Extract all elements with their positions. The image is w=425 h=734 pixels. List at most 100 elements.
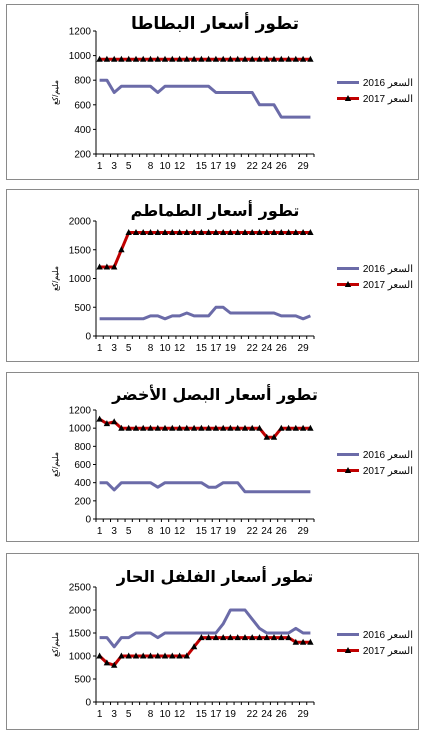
data-point xyxy=(176,652,183,659)
data-point xyxy=(147,652,154,659)
data-point xyxy=(132,424,140,431)
chart-title: تطور أسعار الفلفل الحار xyxy=(116,566,314,586)
x-tick-label: 12 xyxy=(174,161,186,172)
data-point xyxy=(190,643,198,650)
y-tick-label: 800 xyxy=(74,76,91,87)
x-tick-label: 3 xyxy=(111,161,117,172)
data-point xyxy=(161,424,169,431)
data-point xyxy=(190,229,198,235)
data-point xyxy=(220,229,227,235)
y-tick-label: 1000 xyxy=(69,424,92,435)
data-point xyxy=(125,229,132,235)
x-tick-label: 8 xyxy=(148,526,154,537)
data-point xyxy=(205,55,212,62)
data-point xyxy=(140,55,147,62)
data-point xyxy=(256,424,263,431)
data-point xyxy=(198,229,205,235)
data-point xyxy=(278,634,285,641)
legend-label: 2016 السعر xyxy=(363,630,413,641)
data-point xyxy=(205,634,212,641)
x-tick-label: 5 xyxy=(126,709,132,720)
data-point xyxy=(183,424,190,431)
data-point xyxy=(270,433,278,440)
legend-label: 2017 السعر xyxy=(363,646,413,657)
data-point xyxy=(161,652,169,659)
data-point xyxy=(278,55,285,62)
data-point xyxy=(103,420,111,427)
x-tick-label: 19 xyxy=(225,709,237,720)
data-point xyxy=(147,55,154,62)
data-point xyxy=(154,652,161,659)
data-point xyxy=(234,229,241,235)
legend-marker xyxy=(344,467,352,473)
chart-panel-green-onion: تطور أسعار البصل الأخضر مليم/كغ 0 200 400 600… xyxy=(6,372,419,542)
data-point xyxy=(299,229,307,235)
chart-panel-hot-pepper: تطور أسعار الفلفل الحار مليم/كغ 0 500 1000 15… xyxy=(6,553,419,730)
data-point xyxy=(111,661,118,668)
data-point xyxy=(249,634,256,641)
x-tick-label: 17 xyxy=(210,343,222,354)
data-point xyxy=(198,55,205,62)
data-point xyxy=(132,55,140,62)
x-tick-label: 1 xyxy=(97,161,103,172)
x-tick-label: 15 xyxy=(196,709,208,720)
y-tick-label: 2000 xyxy=(69,217,92,228)
data-point xyxy=(249,229,256,235)
data-point xyxy=(292,638,299,645)
x-tick-label: 8 xyxy=(148,161,154,172)
y-tick-label: 1200 xyxy=(69,27,92,38)
y-tick-label: 400 xyxy=(74,125,91,136)
data-point xyxy=(111,263,118,270)
data-point xyxy=(299,55,307,62)
x-tick-label: 24 xyxy=(261,343,273,354)
data-point xyxy=(103,263,111,270)
data-point xyxy=(125,55,132,62)
data-point xyxy=(256,229,263,235)
data-point xyxy=(183,55,190,62)
data-point xyxy=(307,55,314,62)
data-point xyxy=(111,418,118,425)
data-point xyxy=(132,652,140,659)
data-point xyxy=(118,55,125,62)
series-line-2017 xyxy=(98,636,311,667)
data-point xyxy=(118,652,125,659)
data-point xyxy=(256,55,263,62)
data-point xyxy=(241,229,249,235)
x-tick-label: 5 xyxy=(126,343,132,354)
data-point xyxy=(234,55,241,62)
data-point xyxy=(212,424,220,431)
y-tick-label: 0 xyxy=(85,698,91,709)
chart-svg: تطور أسعار البطاطا مليم/كغ 200 400 600 800 100… xyxy=(51,12,413,172)
x-tick-label: 8 xyxy=(148,343,154,354)
data-point xyxy=(140,652,147,659)
y-tick-label: 1200 xyxy=(69,406,92,417)
x-tick-label: 10 xyxy=(159,526,171,537)
data-point xyxy=(299,424,307,431)
y-tick-label: 1000 xyxy=(69,652,92,663)
data-point xyxy=(285,229,292,235)
legend-label: 2016 السعر xyxy=(363,264,413,275)
x-tick-label: 22 xyxy=(247,161,259,172)
y-axis-label: مليم/كغ xyxy=(51,632,60,657)
x-tick-label: 24 xyxy=(261,709,273,720)
series-line-2016 xyxy=(99,481,311,494)
data-point xyxy=(241,55,249,62)
data-point xyxy=(198,424,205,431)
x-tick-label: 26 xyxy=(276,343,288,354)
data-point xyxy=(96,55,103,62)
x-tick-label: 19 xyxy=(225,161,237,172)
data-point xyxy=(299,638,307,645)
y-tick-label: 200 xyxy=(74,496,91,507)
y-tick-label: 800 xyxy=(74,442,91,453)
data-point xyxy=(154,424,161,431)
data-point xyxy=(227,229,234,235)
data-point xyxy=(278,424,285,431)
legend-marker xyxy=(344,647,352,653)
y-tick-label: 2000 xyxy=(69,606,92,617)
y-axis-label: مليم/كغ xyxy=(51,80,60,105)
data-point xyxy=(256,634,263,641)
x-tick-label: 26 xyxy=(276,161,288,172)
data-point xyxy=(96,263,103,270)
y-tick-label: 200 xyxy=(74,150,91,161)
legend-label: 2017 السعر xyxy=(363,94,413,105)
